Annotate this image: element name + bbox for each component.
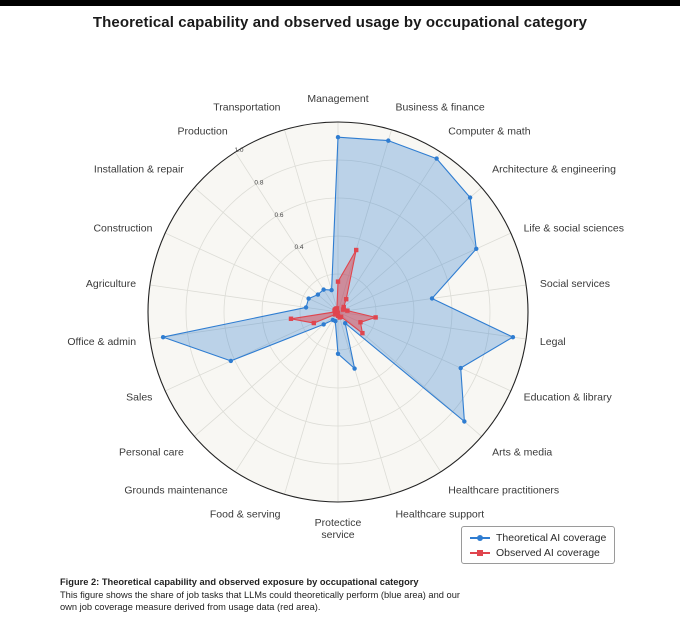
category-label: Office & admin <box>67 336 136 348</box>
legend-label-observed: Observed AI coverage <box>496 547 600 559</box>
data-point-theoretical <box>335 135 341 140</box>
legend-label-theoretical: Theoretical AI coverage <box>496 532 607 544</box>
data-point-theoretical <box>510 334 516 340</box>
grid-spoke <box>337 311 511 392</box>
center-point <box>336 310 340 314</box>
data-point-theoretical <box>329 287 334 293</box>
data-point-theoretical <box>429 296 435 301</box>
data-point-theoretical <box>386 138 391 143</box>
legend-item-theoretical: Theoretical AI coverage <box>470 531 606 545</box>
grid-spoke <box>165 311 339 392</box>
radial-tick-label: 0.8 <box>254 180 263 187</box>
category-label: Computer & math <box>448 125 530 137</box>
category-label: Management <box>307 93 368 105</box>
category-label: Social services <box>540 278 610 290</box>
grid-spoke <box>337 232 511 313</box>
data-point-observed <box>373 315 378 320</box>
data-point-theoretical <box>330 317 336 323</box>
data-point-observed <box>340 307 346 312</box>
category-label: Construction <box>93 222 152 234</box>
data-point-theoretical <box>458 365 463 371</box>
grid-spoke <box>194 187 339 313</box>
data-point-observed <box>334 306 340 311</box>
data-point-theoretical <box>306 296 311 301</box>
radial-tick-label: 0.4 <box>294 244 303 251</box>
grid-spoke <box>337 311 392 495</box>
radial-tick-label: 1.0 <box>234 147 243 154</box>
data-point-observed <box>288 316 294 321</box>
category-label: Installation & repair <box>94 163 184 175</box>
data-point-theoretical <box>321 322 326 327</box>
figure-caption: Figure 2: Theoretical capability and obs… <box>60 576 460 614</box>
blue-line-marker-icon <box>470 532 490 544</box>
category-label: Architecture & engineering <box>492 163 616 175</box>
category-label: Personal care <box>119 447 184 459</box>
chart-title: Theoretical capability and observed usag… <box>92 14 588 31</box>
radial-tick-label: 0.6 <box>274 212 283 219</box>
category-label: Business & finance <box>395 101 484 113</box>
data-point-observed <box>358 320 363 325</box>
data-point-theoretical <box>352 366 357 371</box>
data-point-theoretical <box>474 246 479 252</box>
grid-spoke <box>337 187 482 313</box>
grid-spoke <box>234 151 339 313</box>
data-point-theoretical <box>160 334 166 340</box>
data-point-theoretical <box>228 358 234 364</box>
outer-frame <box>147 121 529 503</box>
legend-item-observed: Observed AI coverage <box>470 546 600 560</box>
category-label: Legal <box>540 336 566 348</box>
category-label: Grounds maintenance <box>124 485 227 497</box>
grid-spoke <box>194 311 339 437</box>
data-point-theoretical <box>335 351 341 356</box>
top-bar <box>0 0 680 6</box>
category-label: Agriculture <box>86 278 136 290</box>
grid-spoke <box>337 151 442 313</box>
data-point-observed <box>332 312 338 317</box>
category-label: Transportation <box>213 101 280 113</box>
grid-spoke <box>284 129 339 313</box>
data-point-theoretical <box>315 292 321 297</box>
category-label: Protectice service <box>315 517 362 541</box>
category-label: Healthcare support <box>395 509 484 521</box>
data-point-observed <box>335 279 341 284</box>
category-label: Food & serving <box>210 509 281 521</box>
category-label: Sales <box>126 392 152 404</box>
grid-spoke <box>284 311 339 495</box>
category-label: Education & library <box>524 392 613 404</box>
data-point-observed <box>341 304 346 310</box>
grid-spoke <box>337 311 442 473</box>
data-point-theoretical <box>303 305 309 310</box>
data-point-observed <box>345 308 350 313</box>
category-label: Life & social sciences <box>524 222 624 234</box>
data-point-theoretical <box>462 419 467 424</box>
legend: Theoretical AI coverage Observed AI cove… <box>461 526 615 564</box>
category-label: Arts & media <box>492 447 552 459</box>
grid-spoke <box>234 311 339 473</box>
data-point-observed <box>344 297 349 302</box>
category-label: Production <box>178 125 228 137</box>
data-point-theoretical <box>321 287 326 292</box>
data-point-theoretical <box>342 320 348 326</box>
caption-title: Figure 2: Theoretical capability and obs… <box>60 577 419 587</box>
data-point-theoretical <box>434 156 439 161</box>
category-label: Healthcare practitioners <box>448 485 559 497</box>
red-line-marker-icon <box>470 547 490 559</box>
caption-body: This figure shows the share of job tasks… <box>60 589 460 613</box>
data-point-observed <box>311 320 317 326</box>
data-point-observed <box>353 247 359 253</box>
data-point-theoretical <box>467 195 473 200</box>
data-point-observed <box>360 330 365 336</box>
